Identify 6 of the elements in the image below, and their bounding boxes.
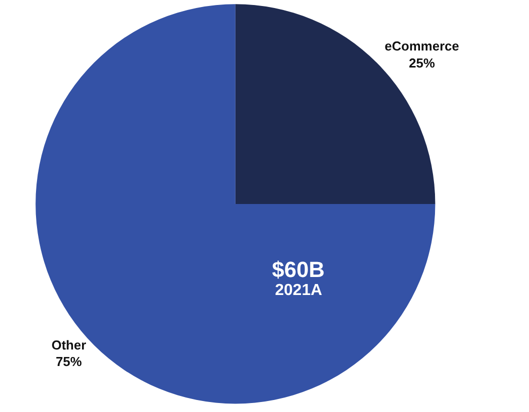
text: $60B — [272, 257, 325, 282]
slice-label: Other — [51, 337, 86, 352]
data-label: 25% — [408, 56, 436, 71]
data-label: 75% — [56, 354, 82, 370]
slice-label: eCommerce — [384, 38, 460, 54]
text: 2021A — [275, 282, 323, 299]
